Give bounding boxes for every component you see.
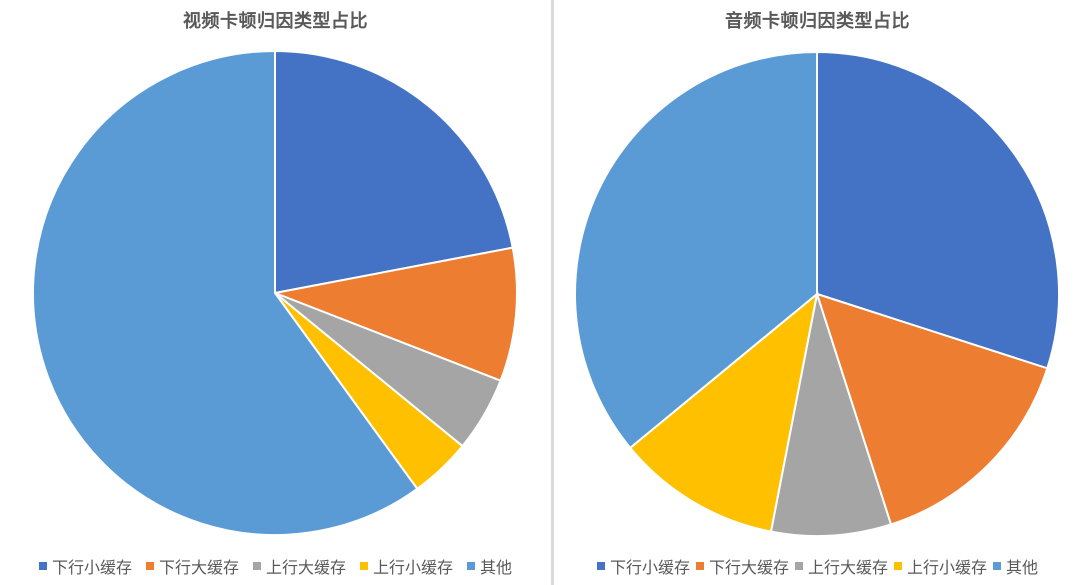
legend-swatch-icon	[993, 562, 1002, 570]
legend-item-other: 其他	[993, 554, 1038, 578]
chart-title: 音频卡顿归因类型占比	[725, 11, 910, 32]
legend-item-downlink-large-buffer: 下行大缓存	[695, 554, 789, 578]
legend-swatch-icon	[894, 562, 902, 570]
legend-swatch-icon	[794, 562, 803, 570]
pie-slice	[574, 50, 818, 450]
pie-slice	[815, 292, 1049, 526]
legend-swatch-icon	[695, 562, 704, 570]
legend-item-downlink-small-buffer: 下行小缓存	[596, 554, 690, 578]
legend-item-uplink-small-buffer: 上行小缓存	[894, 554, 987, 578]
legend-swatch-icon	[38, 562, 47, 570]
video-stall-pie-panel: 视频卡顿归因类型占比 下行小缓存 下行大缓存 上行大缓存 上行小缓存 其他	[0, 11, 551, 578]
audio-stall-pie-panel: 音频卡顿归因类型占比 下行小缓存 下行大缓存 上行大缓存 上行小缓存 其他	[555, 0, 1080, 585]
pie-slice	[32, 49, 419, 536]
chart-legend: 下行小缓存 下行大缓存 上行大缓存 上行小缓存 其他	[555, 554, 1080, 578]
panel-divider	[551, 0, 554, 585]
pie-slice	[628, 291, 819, 533]
legend-swatch-icon	[145, 562, 154, 570]
legend-swatch-icon	[360, 562, 368, 570]
pie-slice	[769, 293, 893, 537]
legend-item-other: 其他	[467, 554, 512, 578]
legend-item-uplink-large-buffer: 上行大缓存	[252, 554, 346, 578]
pie-slice	[274, 49, 514, 295]
pie-slice	[271, 246, 518, 382]
legend-swatch-icon	[596, 562, 605, 570]
legend-item-uplink-small-buffer: 上行小缓存	[360, 554, 453, 578]
legend-item-downlink-large-buffer: 下行大缓存	[145, 554, 239, 578]
chart-title: 视频卡顿归因类型占比	[183, 11, 368, 32]
pie-chart-video	[32, 49, 518, 536]
pie-slice	[816, 50, 1060, 370]
legend-item-downlink-small-buffer: 下行小缓存	[38, 554, 132, 578]
legend-swatch-icon	[252, 562, 261, 570]
pie-chart-audio	[574, 50, 1060, 537]
legend-swatch-icon	[467, 562, 476, 570]
legend-item-uplink-large-buffer: 上行大缓存	[794, 554, 888, 578]
chart-legend: 下行小缓存 下行大缓存 上行大缓存 上行小缓存 其他	[0, 554, 551, 578]
